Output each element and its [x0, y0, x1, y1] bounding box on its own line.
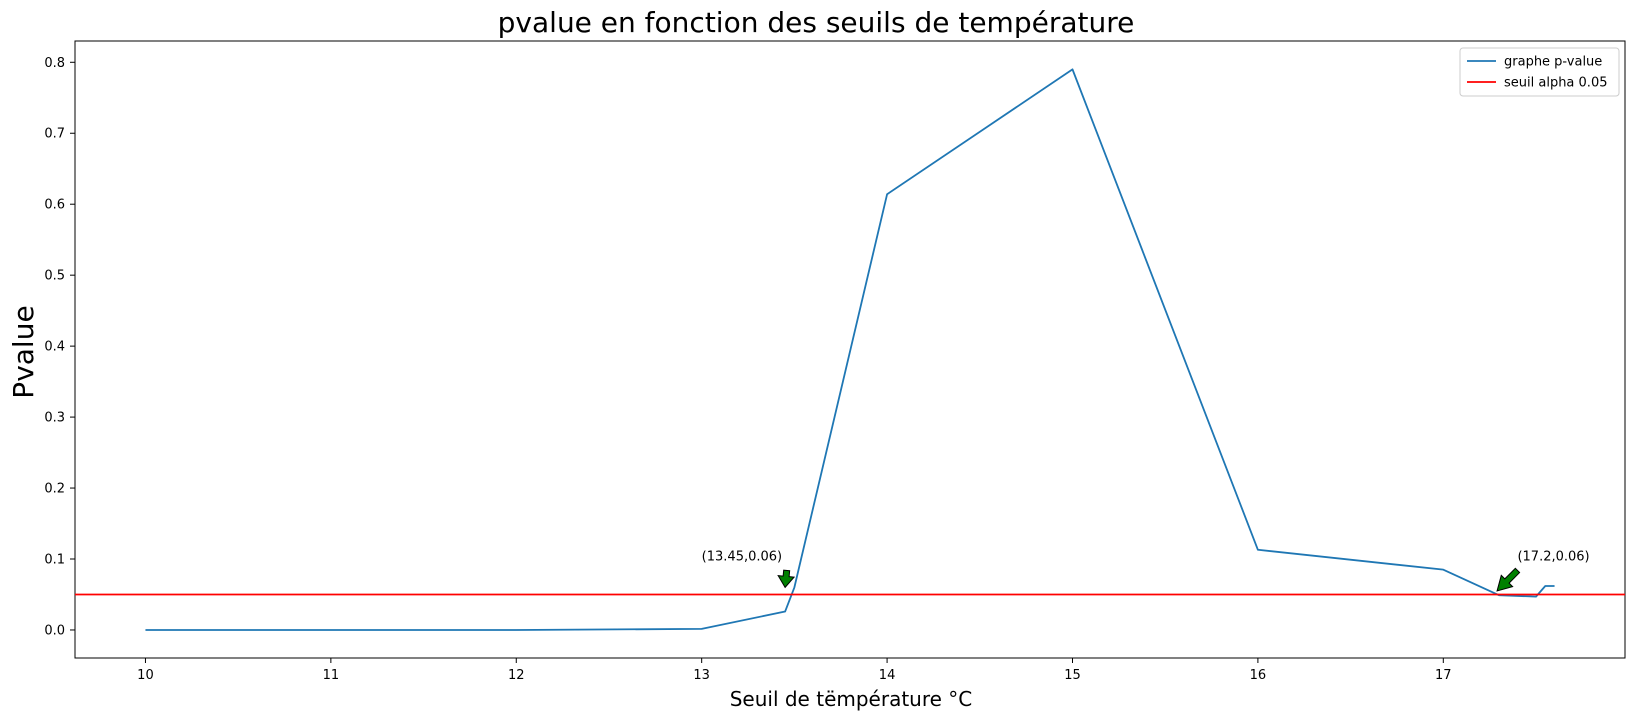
- y-tick-label: 0.2: [44, 482, 65, 497]
- x-tick-label: 16: [1250, 668, 1267, 683]
- y-tick-label: 0.3: [44, 411, 65, 426]
- legend-box: [1459, 47, 1620, 97]
- y-tick-label: 0.0: [44, 623, 65, 638]
- series-line-pvalue: [145, 68, 1555, 631]
- x-tick-label: 10: [137, 668, 154, 683]
- legend-label: seuil alpha 0.05: [1504, 76, 1607, 91]
- x-tick-label: 15: [1064, 668, 1081, 683]
- x-axis-label: Seuil de tëmpérature °C: [730, 687, 973, 711]
- y-tick-label: 0.5: [44, 269, 65, 284]
- y-tick-label: 0.6: [44, 198, 65, 213]
- annotation-arrow: [777, 569, 796, 589]
- axes-frame: [74, 40, 1626, 659]
- annotation-text: (13.45,0.06): [702, 549, 782, 564]
- x-tick-label: 13: [693, 668, 710, 683]
- y-tick-label: 0.7: [44, 127, 65, 142]
- x-tick-label: 11: [323, 668, 340, 683]
- x-tick-label: 12: [508, 668, 525, 683]
- annotation-arrow: [1496, 567, 1521, 592]
- annotation-text: (17.2,0.06): [1517, 549, 1589, 564]
- x-tick-label: 17: [1435, 668, 1452, 683]
- legend: graphe p-value seuil alpha 0.05: [1459, 47, 1620, 97]
- y-tick-label: 0.1: [44, 553, 65, 568]
- y-tick-label: 0.8: [44, 56, 65, 71]
- plot-area: 10 11 12 13 14 15 16 17 0.0 0.1 0.2 0.3 0.4 0.5 0.6 0.7…: [44, 40, 1626, 683]
- y-axis-label: Pvalue: [7, 305, 40, 398]
- x-tick-label: 14: [879, 668, 896, 683]
- legend-label: graphe p-value: [1504, 55, 1602, 70]
- chart-title: pvalue en fonction des seuils de tempéra…: [498, 6, 1135, 39]
- y-tick-label: 0.4: [44, 340, 65, 355]
